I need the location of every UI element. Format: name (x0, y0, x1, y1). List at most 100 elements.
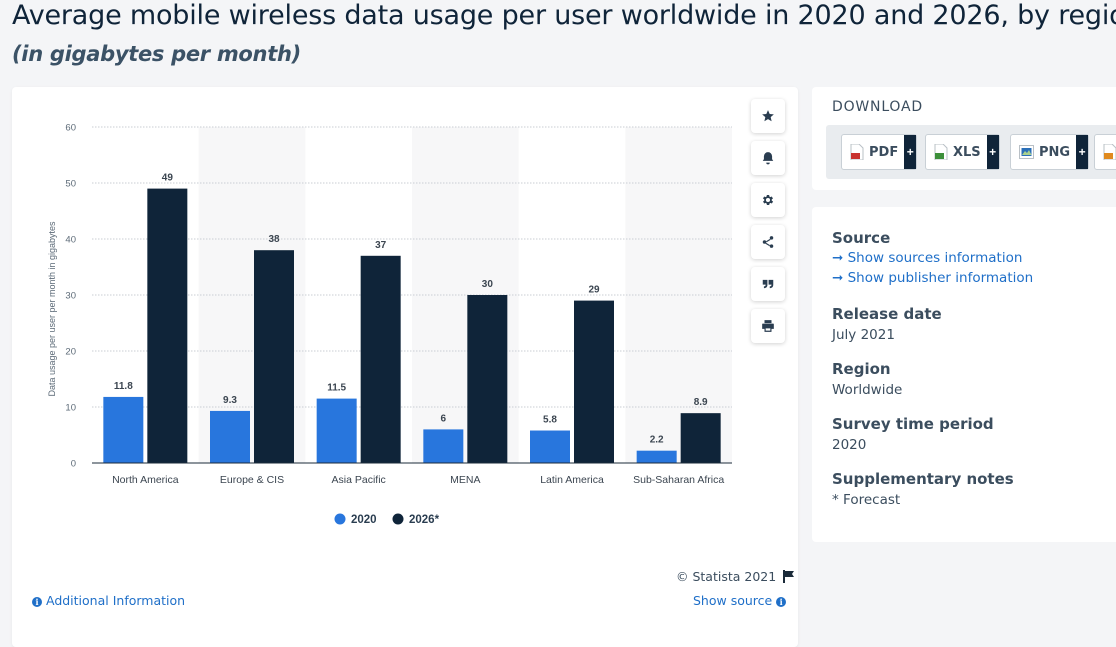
download-bar: PDF + XLS + PNG + (826, 125, 1116, 179)
bar-2026-2[interactable] (360, 255, 401, 463)
download-ppt-button[interactable] (1094, 134, 1116, 170)
survey-section: Survey time period 2020 (832, 415, 994, 453)
y-tick-label: 0 (71, 459, 76, 470)
bar-2020-3[interactable] (423, 429, 464, 463)
release-section: Release date July 2021 (832, 305, 942, 343)
y-tick-label: 40 (65, 235, 76, 246)
data-label: 37 (375, 240, 387, 251)
arrow-right-icon: ➞ (832, 270, 844, 286)
info-icon: i (32, 597, 42, 607)
copyright-text: © Statista 2021 (676, 569, 777, 584)
legend-label[interactable]: 2020 (351, 514, 377, 526)
data-label: 2.2 (650, 435, 664, 446)
gear-icon (762, 194, 774, 206)
cite-button[interactable] (751, 267, 785, 301)
plus-icon: + (1076, 135, 1089, 169)
notes-section: Supplementary notes * Forecast (832, 470, 1014, 508)
bell-icon (762, 152, 774, 165)
y-tick-label: 60 (65, 123, 76, 134)
download-png-label: PNG (1039, 144, 1071, 160)
chart-toolbar (751, 99, 785, 351)
x-tick-label: North America (112, 474, 179, 486)
y-axis-label: Data usage per user per month in gigabyt… (47, 221, 57, 397)
region-value: Worldwide (832, 382, 903, 398)
show-publisher-label: Show publisher information (847, 270, 1034, 286)
y-tick-label: 10 (65, 403, 76, 414)
x-tick-label: Europe & CIS (220, 474, 284, 486)
plus-icon: + (904, 135, 917, 169)
x-tick-label: Sub-Saharan Africa (633, 474, 724, 486)
data-label: 5.8 (543, 415, 557, 426)
release-value: July 2021 (832, 327, 895, 343)
print-button[interactable] (751, 309, 785, 343)
survey-value: 2020 (832, 437, 867, 453)
download-xls-label: XLS (953, 144, 981, 160)
survey-label: Survey time period (832, 415, 994, 433)
page-title: Average mobile wireless data usage per u… (12, 0, 1116, 31)
flag-icon[interactable] (783, 570, 795, 583)
download-png-button[interactable]: PNG + (1010, 134, 1090, 170)
star-icon (762, 110, 774, 122)
region-section: Region Worldwide (832, 360, 902, 398)
y-tick-label: 30 (65, 291, 76, 302)
show-sources-label: Show sources information (847, 250, 1023, 266)
release-label: Release date (832, 305, 942, 323)
additional-info-label: Additional Information (45, 593, 186, 608)
download-pdf-button[interactable]: PDF + (841, 134, 918, 170)
x-tick-label: MENA (450, 474, 480, 486)
legend-label[interactable]: 2026* (409, 514, 440, 526)
bar-2020-2[interactable] (316, 398, 357, 463)
bar-2020-5[interactable] (636, 450, 677, 463)
page-subtitle: (in gigabytes per month) (12, 42, 301, 66)
legend-marker-0[interactable] (334, 513, 346, 525)
notification-button[interactable] (751, 141, 785, 175)
download-card: DOWNLOAD PDF + XLS + PNG + (812, 87, 1116, 190)
details-card: Source ➞ Show sources information ➞ Show… (812, 207, 1116, 542)
bar-chart: 0 10 20 30 40 50 60 Data usage per user per mon… (47, 123, 732, 526)
png-file-icon (1019, 145, 1034, 159)
data-label: 11.5 (327, 383, 346, 394)
data-label: 9.3 (223, 395, 237, 406)
ppt-file-icon (1103, 144, 1116, 160)
bar-2026-3[interactable] (467, 295, 508, 463)
legend-marker-1[interactable] (392, 513, 404, 525)
bar-2020-1[interactable] (210, 410, 250, 463)
y-tick-label: 50 (65, 179, 76, 190)
print-icon (762, 320, 774, 332)
data-label: 38 (268, 234, 280, 245)
show-source-link[interactable]: Show source i (693, 593, 787, 608)
notes-label: Supplementary notes (832, 470, 1014, 488)
plus-icon: + (986, 135, 999, 169)
region-label: Region (832, 360, 891, 378)
bar-2020-0[interactable] (103, 396, 144, 463)
source-label: Source (832, 229, 891, 247)
settings-button[interactable] (751, 183, 785, 217)
show-publisher-link[interactable]: ➞ Show publisher information (832, 270, 1033, 286)
bar-2026-5[interactable] (680, 413, 721, 463)
favorite-button[interactable] (751, 99, 785, 133)
share-button[interactable] (751, 225, 785, 259)
copyright: © Statista 2021 (676, 569, 795, 584)
show-source-label: Show source (693, 593, 773, 608)
additional-info-link[interactable]: i Additional Information (32, 593, 185, 608)
data-label: 11.8 (114, 381, 133, 392)
share-icon (762, 236, 774, 248)
notes-value: * Forecast (832, 492, 901, 508)
chart-card: 0 10 20 30 40 50 60 Data usage per user per mon… (12, 87, 798, 647)
data-label: 30 (482, 279, 494, 290)
info-icon: i (776, 597, 787, 607)
data-label: 6 (441, 413, 447, 424)
arrow-right-icon: ➞ (832, 250, 844, 266)
download-xls-button[interactable]: XLS + (925, 134, 1000, 170)
show-sources-link[interactable]: ➞ Show sources information (832, 250, 1033, 266)
bar-2020-4[interactable] (530, 430, 570, 463)
data-label: 49 (162, 173, 174, 184)
bar-2026-0[interactable] (147, 188, 188, 463)
bar-2026-1[interactable] (254, 250, 294, 463)
source-section: Source ➞ Show sources information ➞ Show… (832, 229, 1033, 286)
bar-2026-4[interactable] (574, 300, 614, 463)
download-pdf-label: PDF (869, 144, 899, 160)
xls-file-icon (934, 144, 948, 160)
download-title: DOWNLOAD (832, 99, 923, 115)
x-tick-label: Latin America (540, 474, 604, 486)
